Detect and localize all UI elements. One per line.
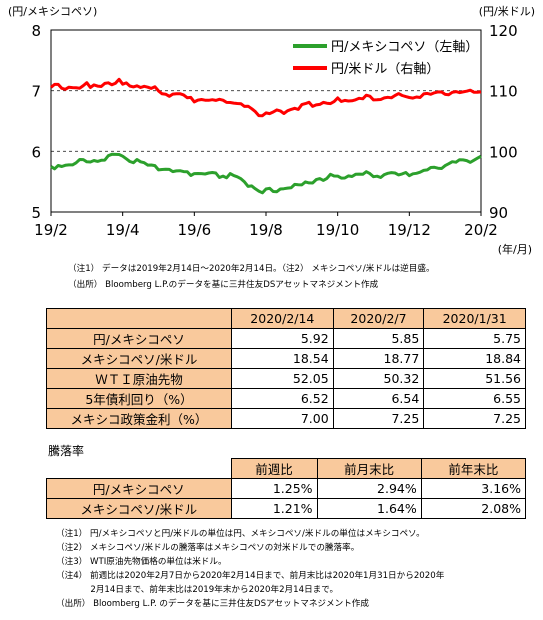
table-cell: 1.64% xyxy=(316,498,422,519)
chart-series xyxy=(50,77,482,195)
row-label: メキシコペソ/米ドル xyxy=(46,498,232,519)
table-row: 円/メキシコペソ 5.92 5.85 5.75 xyxy=(46,328,526,349)
row-label: メキシコペソ/米ドル xyxy=(46,348,232,369)
right-tick-label: 90 xyxy=(489,204,508,222)
table-cell: 2.08% xyxy=(420,498,527,519)
table-cell: 2.94% xyxy=(316,478,422,499)
left-tick-label: 6 xyxy=(31,143,41,161)
table-cell: 3.16% xyxy=(420,478,527,499)
table-row: メキシコペソ/米ドル 1.21% 1.64% 2.08% xyxy=(46,498,527,519)
x-tick-labels: 19/2 19/4 19/6 19/8 19/10 19/12 20/2 xyxy=(34,221,498,239)
series-line xyxy=(50,77,482,118)
x-tick-label: 19/12 xyxy=(388,221,431,239)
table-header-cell: 前週比 xyxy=(230,458,318,479)
table-header-cell: 2020/2/7 xyxy=(332,308,425,329)
table-row: メキシコ政策金利（%） 7.00 7.25 7.25 xyxy=(46,408,526,429)
table-corner-cell xyxy=(46,308,232,329)
table-row: ＷＴＩ原油先物 52.05 50.32 51.56 xyxy=(46,368,526,389)
table-note-1: （注1） 円/メキシコペソと円/米ドルの単位は円、メキシコペソ/米ドルの単位はメ… xyxy=(56,529,425,539)
market-table: 2020/2/14 2020/2/7 2020/1/31 円/メキシコペソ 5.… xyxy=(46,308,526,429)
table-cell: 7.25 xyxy=(332,408,425,429)
x-tick-label: 19/2 xyxy=(34,221,68,239)
table-cell: 6.54 xyxy=(332,388,425,409)
x-tick-label: 19/6 xyxy=(177,221,211,239)
chart-grid xyxy=(50,29,482,216)
table-note-4: （注4） 前週比は2020年2月7日から2020年2月14日まで、前月末比は20… xyxy=(56,571,445,581)
plot-frame xyxy=(50,29,482,213)
table-header-cell: 2020/1/31 xyxy=(423,308,526,329)
table-cell: 51.56 xyxy=(423,368,526,389)
table-source-note: （出所） Bloomberg L.P. のデータを基に三井住友DSアセットマネジ… xyxy=(56,599,369,609)
table-cell: 7.25 xyxy=(423,408,526,429)
table-header-cell: 2020/2/14 xyxy=(231,308,334,329)
table-note-3: （注3） WTI原油先物価格の単位は米ドル。 xyxy=(56,557,227,567)
table-row: メキシコペソ/米ドル 18.54 18.77 18.84 xyxy=(46,348,526,369)
table-note-2: （注2） メキシコペソ/米ドルの騰落率はメキシコペソの対米ドルでの騰落率。 xyxy=(56,543,360,553)
legend-label: 円/米ドル（右軸） xyxy=(331,62,439,77)
x-axis-unit: (年/月) xyxy=(498,242,532,256)
series-line xyxy=(50,152,482,195)
chart-source-note: （出所） Bloomberg L.P.のデータを基に三井住友DSアセットマネジメ… xyxy=(68,280,379,290)
table-cell: 18.77 xyxy=(332,348,425,369)
left-tick-label: 7 xyxy=(31,83,41,101)
table-cell: 5.85 xyxy=(332,328,425,349)
table-cell: 6.55 xyxy=(423,388,526,409)
table-note-4-continued: 2月14日まで、前年末比は2019年末から2020年2月14日まで。 xyxy=(56,585,339,595)
right-axis-unit: (円/米ドル) xyxy=(479,5,535,18)
row-label: 円/メキシコペソ xyxy=(46,478,232,499)
table-row: 5年債利回り（%） 6.52 6.54 6.55 xyxy=(46,388,526,409)
row-label: 5年債利回り（%） xyxy=(46,388,232,409)
row-label: ＷＴＩ原油先物 xyxy=(46,368,232,389)
table-cell: 18.54 xyxy=(231,348,334,369)
left-tick-label: 8 xyxy=(31,22,41,40)
row-label: メキシコ政策金利（%） xyxy=(46,408,232,429)
x-tick-label: 19/10 xyxy=(316,221,359,239)
table-cell: 1.25% xyxy=(230,478,318,499)
table-cell: 50.32 xyxy=(332,368,425,389)
x-tick-label: 20/2 xyxy=(464,221,498,239)
table-cell: 7.00 xyxy=(231,408,334,429)
table-header-cell: 前年末比 xyxy=(420,458,527,479)
table-cell: 6.52 xyxy=(231,388,334,409)
table-cell: 1.21% xyxy=(230,498,318,519)
table-cell: 5.92 xyxy=(231,328,334,349)
table-cell: 18.84 xyxy=(423,348,526,369)
change-rate-table: 前週比 前月末比 前年末比 円/メキシコペソ 1.25% 2.94% 3.16%… xyxy=(46,458,527,519)
chart-note-1: （注1） データは2019年2月14日～2020年2月14日。（注2） メキシコ… xyxy=(68,264,435,274)
left-tick-label: 5 xyxy=(31,204,41,222)
table-header-row: 2020/2/14 2020/2/7 2020/1/31 xyxy=(46,308,526,329)
y-tick-labels: 8 7 6 5 120 110 100 90 xyxy=(31,22,517,222)
left-axis-unit: (円/メキシコペソ) xyxy=(8,5,97,18)
table-cell: 52.05 xyxy=(231,368,334,389)
table-header-row: 前週比 前月末比 前年末比 xyxy=(47,458,527,479)
table-row: 円/メキシコペソ 1.25% 2.94% 3.16% xyxy=(46,478,527,499)
x-tick-label: 19/4 xyxy=(106,221,140,239)
row-label: 円/メキシコペソ xyxy=(46,328,232,349)
table-header-cell: 前月末比 xyxy=(316,458,422,479)
x-tick-label: 19/8 xyxy=(249,221,283,239)
table-corner-cell xyxy=(47,459,232,479)
right-tick-label: 100 xyxy=(489,143,518,161)
table-cell: 5.75 xyxy=(423,328,526,349)
change-rate-caption: 騰落率 xyxy=(48,444,85,458)
right-tick-label: 120 xyxy=(489,22,518,40)
chart-legend: 円/メキシコペソ（左軸） 円/米ドル（右軸） xyxy=(293,40,478,77)
legend-label: 円/メキシコペソ（左軸） xyxy=(331,40,478,55)
right-tick-label: 110 xyxy=(489,83,518,101)
